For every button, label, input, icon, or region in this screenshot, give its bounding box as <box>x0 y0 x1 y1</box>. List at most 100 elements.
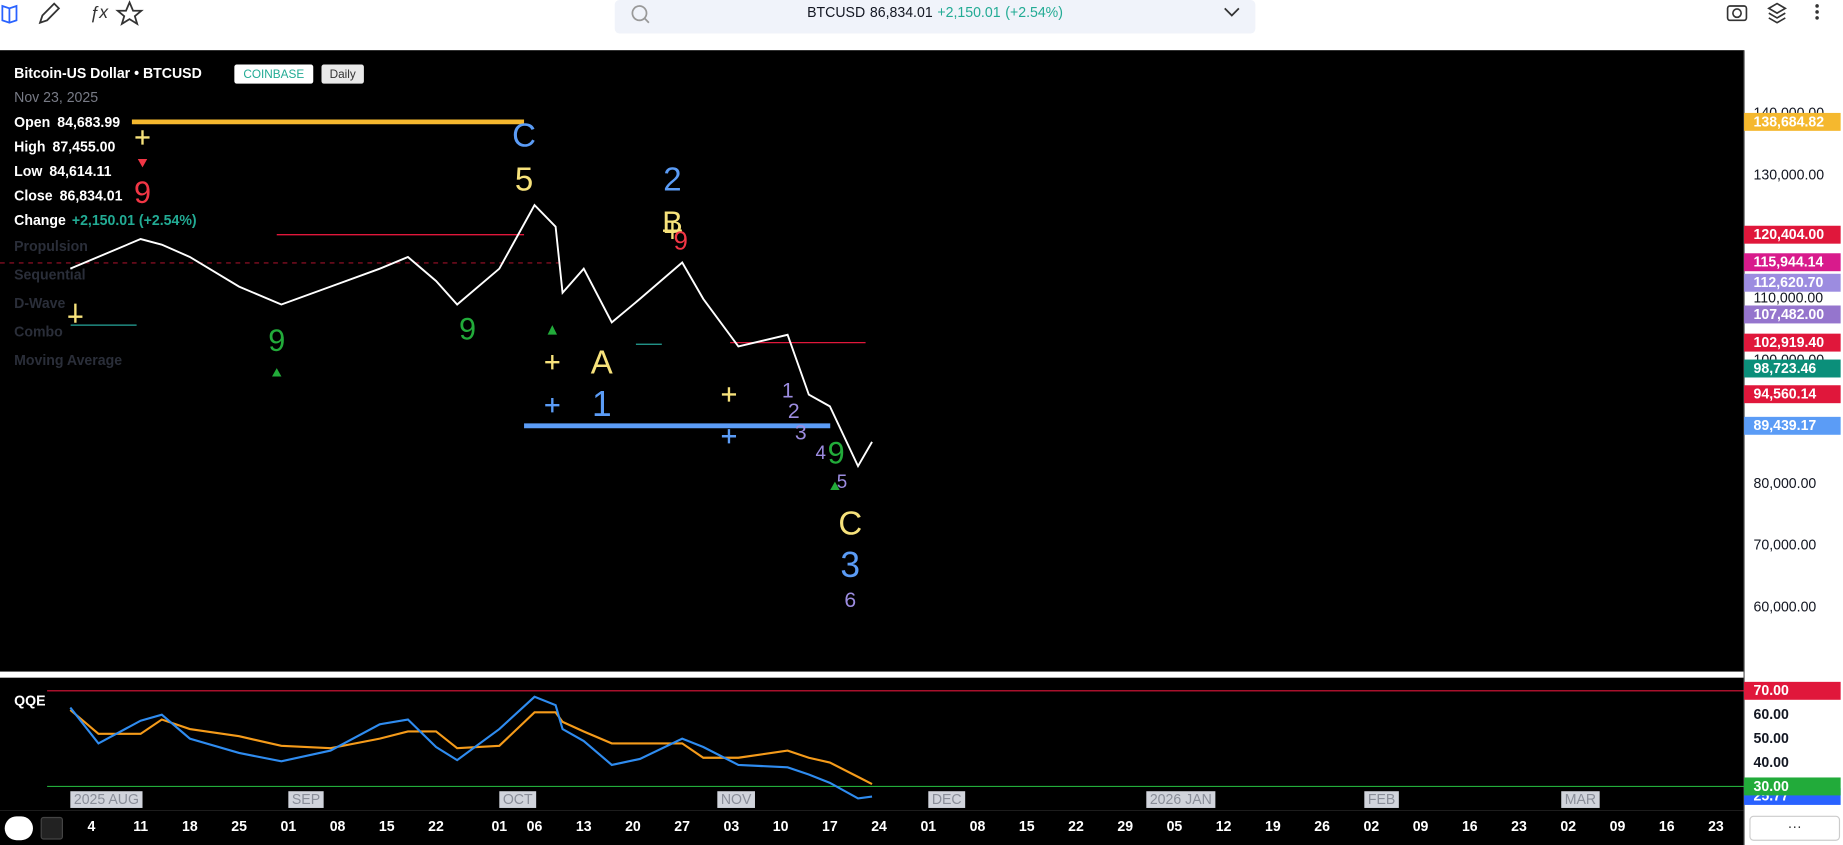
x-tick-label: 02 <box>1560 819 1576 835</box>
price-label: 112,620.70 <box>1753 275 1823 291</box>
wave-label: 1 <box>782 379 794 403</box>
price-label: 120,404.00 <box>1753 227 1824 243</box>
price-label: 102,919.40 <box>1753 335 1824 351</box>
month-label: NOV <box>721 792 752 808</box>
time-axis <box>0 810 1745 845</box>
x-tick-label: 01 <box>491 819 507 835</box>
price-label: 94,560.14 <box>1753 387 1816 403</box>
price-label-bg <box>1744 273 1841 292</box>
x-tick-label: 08 <box>970 819 986 835</box>
symbol-search[interactable] <box>614 0 1256 34</box>
month-label: DEC <box>932 792 962 808</box>
month-label-bg <box>288 791 324 808</box>
price-label: 89,439.17 <box>1753 418 1816 434</box>
wave-label: C <box>512 117 536 154</box>
month-label: MAR <box>1565 792 1596 808</box>
indicator-name: D-Wave <box>14 296 65 312</box>
fx-icon[interactable]: ƒx <box>90 2 110 22</box>
pane-title: QQE <box>14 693 45 709</box>
legend-date: Nov 23, 2025 <box>14 90 98 106</box>
x-tick-label: 25 <box>231 819 247 835</box>
scroll-button[interactable] <box>4 816 33 841</box>
wave-label: 9 <box>268 323 285 358</box>
pencil-icon[interactable] <box>38 2 61 25</box>
y-tick-label: 80,000.00 <box>1753 476 1816 492</box>
ohlc-label: High <box>14 139 45 155</box>
dropdown-icon[interactable] <box>1224 7 1240 17</box>
x-tick-label: 13 <box>576 819 592 835</box>
interval: Daily <box>330 67 356 81</box>
tick-highlight <box>1744 777 1841 796</box>
x-tick-label: 24 <box>871 819 887 835</box>
change-pct: (+2.54%) <box>1005 5 1063 21</box>
ohlc-label: Open <box>14 115 50 131</box>
book-icon[interactable] <box>1 4 18 24</box>
y-tick-label: 60,000.00 <box>1753 599 1816 615</box>
wave-label: C <box>838 506 862 543</box>
month-label: 2026 JAN <box>1150 792 1212 808</box>
wave-label: 9 <box>459 311 476 346</box>
y-tick-label: 70.00 <box>1753 683 1788 699</box>
x-tick-label: 19 <box>1265 819 1281 835</box>
x-tick-label: 08 <box>330 819 346 835</box>
wave-label: 4 <box>816 443 826 464</box>
scale-button[interactable] <box>40 816 64 840</box>
x-tick-label: 26 <box>1314 819 1330 835</box>
legend-title: Bitcoin-US Dollar • BTCUSD <box>14 66 202 82</box>
symbol: BTCUSD <box>807 5 865 21</box>
search-icon <box>643 17 650 24</box>
month-label-bg <box>1364 791 1399 808</box>
wave-label: 3 <box>795 420 807 444</box>
ohlc-label: Close <box>14 188 53 204</box>
price-pane <box>0 50 1745 672</box>
x-tick-label: 01 <box>280 819 296 835</box>
wave-label: 2 <box>663 161 681 198</box>
price-label: 138,684.82 <box>1753 114 1824 130</box>
signal-markers <box>68 130 737 444</box>
x-tick-label: 03 <box>724 819 740 835</box>
more-icon[interactable] <box>1815 4 1819 20</box>
x-tick-label: 20 <box>625 819 641 835</box>
ohlc-value: 87,455.00 <box>53 139 116 155</box>
interval-badge <box>321 64 364 84</box>
y-tick-label: 130,000.00 <box>1753 167 1824 183</box>
price-label-bg <box>1744 333 1841 352</box>
ohlc-label: Low <box>14 164 43 180</box>
wave-label: 1 <box>592 384 612 424</box>
exchange-badge <box>234 64 314 84</box>
axis-settings[interactable] <box>1749 815 1841 841</box>
x-tick-label: 15 <box>379 819 395 835</box>
star-icon[interactable] <box>115 0 144 26</box>
x-tick-label: 12 <box>1216 819 1232 835</box>
x-tick-label: 4 <box>87 819 95 835</box>
month-label: SEP <box>292 792 320 808</box>
wave-label: B <box>662 205 682 240</box>
wave-label: 5 <box>515 161 533 198</box>
plot: 60,000.0070,000.0080,000.00100,000.00110… <box>14 105 1841 835</box>
wave-label: A <box>591 344 614 381</box>
qqe-pane <box>0 677 1745 811</box>
wave-label: 9 <box>828 435 845 470</box>
camera-icon[interactable] <box>1726 5 1748 22</box>
qqe-line <box>69 695 873 800</box>
qqe-line <box>69 709 873 786</box>
ohlc-rows: Open 84,683.99 High 87,455.00 Low 84,614.11 Cl… <box>14 115 122 205</box>
price-label-bg <box>1744 112 1841 131</box>
legend: Bitcoin-US Dollar • BTCUSD COINBASE Dail… <box>14 64 364 369</box>
wave-label: 9 <box>134 175 151 210</box>
x-tick-label: 16 <box>1659 819 1675 835</box>
y-tick-label: 50.00 <box>1753 731 1788 747</box>
y-tick-label: 60.00 <box>1753 707 1788 723</box>
wave-label: 6 <box>844 588 856 612</box>
ohlc-value: 84,683.99 <box>57 115 120 131</box>
layers-icon[interactable] <box>1767 2 1787 24</box>
symbol-quote: BTCUSD 86,834.01 +2,150.01 (+2.54%) <box>807 5 1063 21</box>
change-value: +2,150.01 (+2.54%) <box>72 213 197 229</box>
y-tick-label: 40.00 <box>1753 755 1788 771</box>
price-label-bg <box>1744 359 1841 378</box>
change: +2,150.01 <box>937 5 1000 21</box>
price-label-bg <box>1744 225 1841 244</box>
x-tick-label: 01 <box>920 819 936 835</box>
indicator-name: Combo <box>14 324 63 340</box>
x-tick-label: 09 <box>1413 819 1429 835</box>
